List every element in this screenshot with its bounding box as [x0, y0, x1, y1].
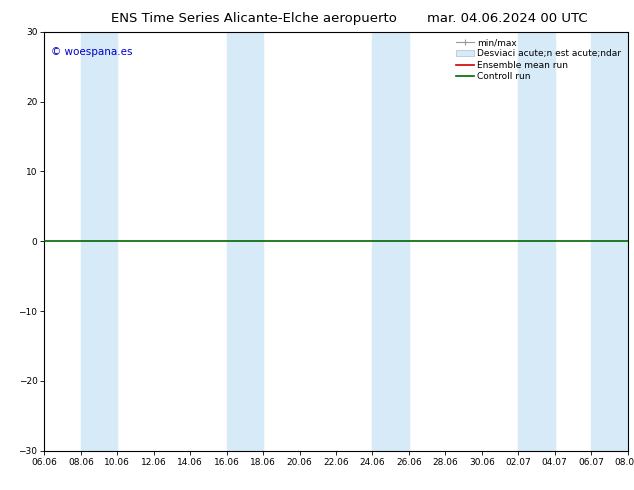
Bar	[226, 32, 263, 451]
Bar	[81, 32, 117, 451]
Text: © woespana.es: © woespana.es	[51, 47, 133, 56]
Bar	[591, 32, 628, 451]
Text: ENS Time Series Alicante-Elche aeropuerto: ENS Time Series Alicante-Elche aeropuert…	[111, 12, 396, 25]
Bar	[372, 32, 409, 451]
Bar	[518, 32, 555, 451]
Text: mar. 04.06.2024 00 UTC: mar. 04.06.2024 00 UTC	[427, 12, 588, 25]
Legend: min/max, Desviaci acute;n est acute;ndar, Ensemble mean run, Controll run: min/max, Desviaci acute;n est acute;ndar…	[454, 36, 623, 83]
